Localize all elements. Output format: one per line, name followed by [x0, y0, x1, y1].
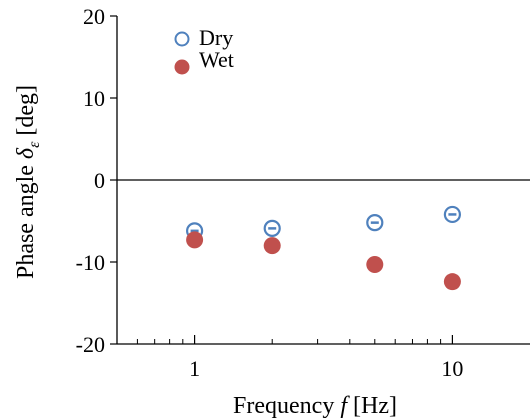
point-dry [263, 219, 281, 237]
y-axis-label: Phase angle δε [deg] [13, 85, 43, 279]
point-wet [263, 237, 281, 255]
y-tick-label: -10 [76, 250, 105, 275]
legend-marker-wet [174, 59, 190, 75]
x-axis-label: Frequency f [Hz] [233, 393, 397, 419]
legend-marker-dry [174, 31, 190, 47]
x-tick-label: 1 [189, 356, 200, 381]
point-wet [186, 231, 204, 249]
point-dry [366, 214, 384, 232]
point-dry [443, 205, 461, 224]
y-tick-label: 10 [83, 86, 105, 111]
y-tick-label: 20 [83, 4, 105, 29]
axis-labels: Frequency f [Hz] Phase angle δε [deg] [13, 85, 397, 419]
legend-label-dry: Dry [199, 25, 233, 50]
legend-label-wet: Wet [199, 47, 234, 72]
data-points [186, 205, 461, 291]
y-tick-label: 0 [94, 168, 105, 193]
point-wet [366, 255, 384, 273]
y-tick-label: -20 [76, 332, 105, 357]
point-wet [443, 273, 461, 291]
ticks: 20 10 0 -10 -20 1 10 [76, 4, 464, 381]
x-tick-label: 10 [441, 356, 463, 381]
